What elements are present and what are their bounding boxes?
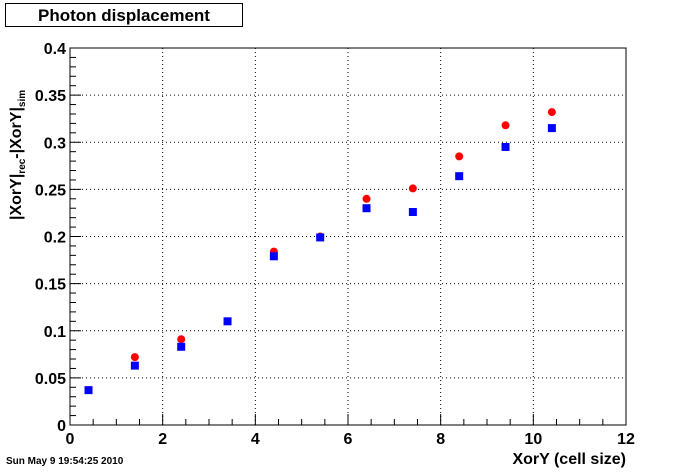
data-point-square xyxy=(84,386,93,395)
x-tick-label: 0 xyxy=(66,431,75,448)
data-point-square xyxy=(547,124,556,133)
y-tick-label: 0.3 xyxy=(44,135,66,152)
data-point-circle xyxy=(547,108,556,117)
x-axis-label: XorY (cell size) xyxy=(512,451,626,468)
data-point-circle xyxy=(177,335,186,344)
y-tick-label: 0.25 xyxy=(35,182,66,199)
data-point-circle xyxy=(455,152,464,161)
y-tick-label: 0.1 xyxy=(44,324,66,341)
data-point-circle xyxy=(501,121,510,130)
x-tick-label: 10 xyxy=(524,431,542,448)
title-box: Photon displacement xyxy=(5,3,243,27)
data-point-square xyxy=(223,317,232,326)
data-point-square xyxy=(316,233,325,242)
data-point-circle xyxy=(130,353,139,362)
data-point-square xyxy=(408,207,417,216)
data-point-circle xyxy=(362,194,371,203)
x-tick-label: 2 xyxy=(158,431,167,448)
x-tick-label: 4 xyxy=(251,431,260,448)
y-tick-label: 0.2 xyxy=(44,230,66,247)
chart-title: Photon displacement xyxy=(38,6,210,25)
data-point-square xyxy=(269,252,278,261)
x-tick-label: 8 xyxy=(436,431,445,448)
y-tick-label: 0.35 xyxy=(35,88,66,105)
y-tick-label: 0.05 xyxy=(35,371,66,388)
y-tick-label: 0.4 xyxy=(44,41,66,58)
y-label-part2: -|XorY| xyxy=(8,107,25,159)
data-point-square xyxy=(130,361,139,370)
footer-timestamp: Sun May 9 19:54:25 2010 xyxy=(6,456,124,467)
x-tick-label: 6 xyxy=(344,431,353,448)
y-label-sub1: rec xyxy=(17,158,29,174)
y-label-part1: |XorY| xyxy=(8,173,25,220)
data-point-square xyxy=(362,204,371,213)
y-tick-label: 0.15 xyxy=(35,277,66,294)
y-label-sub2: sim xyxy=(17,89,29,108)
data-point-circle xyxy=(408,184,417,193)
x-tick-label: 12 xyxy=(617,431,635,448)
data-point-square xyxy=(455,172,464,181)
y-tick-label: 0 xyxy=(57,418,66,435)
data-point-square xyxy=(177,342,186,351)
data-point-square xyxy=(501,142,510,151)
